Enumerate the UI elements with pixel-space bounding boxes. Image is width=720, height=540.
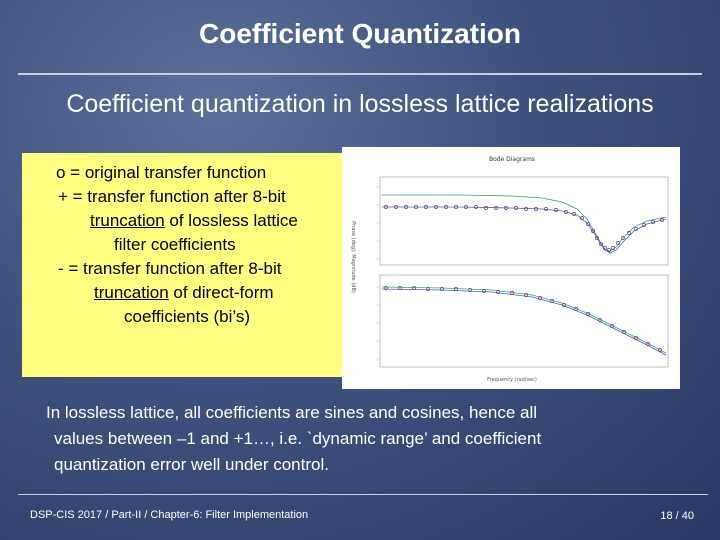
legend-text-direct-rest: of direct-form (168, 283, 274, 302)
legend-line-lattice: + = transfer function after 8-bit (58, 187, 286, 206)
body-paragraph: In lossless lattice, all coefficients ar… (46, 400, 666, 478)
legend-line-bi-coeff: coefficients (bi’s) (124, 307, 250, 326)
legend-box: o = original transfer function + = trans… (22, 153, 342, 377)
slide-subtitle: Coefficient quantization in lossless lat… (66, 90, 654, 118)
footer-divider (18, 494, 708, 495)
legend-line-direct-cont: truncation of direct-form (94, 281, 414, 305)
axis-ticks (376, 186, 380, 360)
footer-course-info: DSP-CIS 2017 / Part-II / Chapter-6: Filt… (30, 509, 309, 521)
phase-original-markers (384, 286, 662, 352)
legend-underline-truncation-2: truncation (94, 283, 169, 302)
figure-title: Bode Diagrams (489, 156, 535, 163)
magnitude-direct-curve (382, 206, 667, 254)
legend-line-lattice-cont: truncation of lossless lattice (90, 209, 410, 233)
title-divider (18, 73, 702, 75)
footer-page-number: 18 / 40 (660, 510, 694, 522)
legend-line-filter-coeff: filter coefficients (114, 235, 236, 254)
legend-line-original: o = original transfer function (56, 163, 267, 182)
body-line-2: values between –1 and +1…, i.e. `dynamic… (54, 429, 542, 448)
legend-underline-truncation-1: truncation (90, 211, 165, 230)
phase-axes (379, 274, 669, 368)
bode-plot-svg: Bode Diagrams Phase (deg); Magnitude (dB… (342, 147, 680, 389)
figure-ylabel: Phase (deg); Magnitude (dB) (350, 221, 356, 293)
magnitude-axes (379, 176, 669, 266)
legend-line-direct: - = transfer function after 8-bit (58, 259, 282, 278)
figure-xlabel: Frequency (rad/sec) (487, 377, 537, 383)
body-line-1: In lossless lattice, all coefficients ar… (46, 403, 538, 422)
magnitude-original-markers (384, 205, 664, 252)
bode-figure: Bode Diagrams Phase (deg); Magnitude (dB… (342, 147, 680, 389)
slide-title: Coefficient Quantization (199, 18, 521, 49)
body-line-3: quantization error well under control. (54, 455, 329, 474)
legend-text-lattice-rest: of lossless lattice (164, 211, 298, 230)
